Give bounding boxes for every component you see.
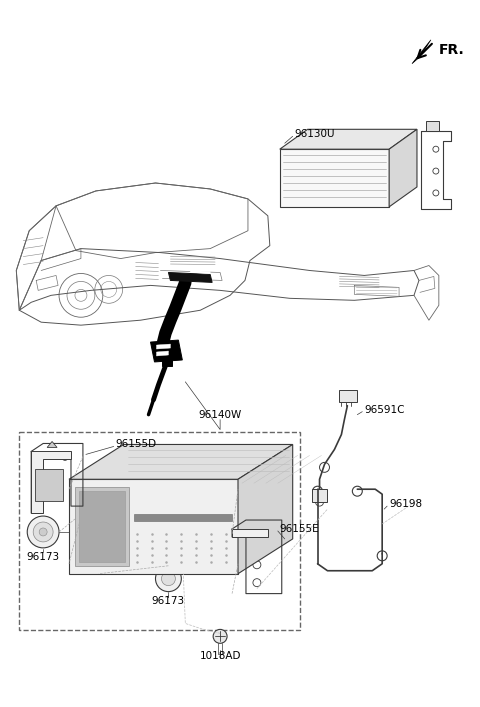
Circle shape bbox=[33, 522, 53, 542]
Text: 96155E: 96155E bbox=[280, 524, 319, 534]
Polygon shape bbox=[168, 272, 212, 282]
Text: 96173: 96173 bbox=[26, 552, 60, 562]
Text: 96173: 96173 bbox=[152, 595, 185, 606]
Text: 96140W: 96140W bbox=[199, 409, 242, 420]
Circle shape bbox=[27, 516, 59, 548]
Polygon shape bbox=[47, 441, 57, 448]
Polygon shape bbox=[156, 344, 170, 349]
Polygon shape bbox=[75, 487, 129, 566]
Polygon shape bbox=[232, 529, 268, 537]
Circle shape bbox=[129, 493, 144, 509]
Polygon shape bbox=[280, 129, 417, 149]
Circle shape bbox=[190, 531, 202, 543]
Polygon shape bbox=[69, 445, 293, 479]
Polygon shape bbox=[156, 351, 168, 356]
Polygon shape bbox=[312, 489, 327, 502]
Text: 96155D: 96155D bbox=[116, 440, 157, 450]
Polygon shape bbox=[35, 469, 63, 501]
Polygon shape bbox=[151, 340, 182, 362]
Text: 96591C: 96591C bbox=[364, 404, 405, 415]
Polygon shape bbox=[190, 271, 210, 274]
Polygon shape bbox=[426, 122, 439, 132]
Circle shape bbox=[92, 547, 106, 561]
Circle shape bbox=[210, 531, 222, 543]
Circle shape bbox=[200, 493, 216, 509]
Text: 96130U: 96130U bbox=[295, 129, 335, 139]
Polygon shape bbox=[412, 40, 431, 64]
Polygon shape bbox=[133, 514, 232, 521]
Circle shape bbox=[151, 531, 162, 543]
Circle shape bbox=[131, 531, 143, 543]
Text: 1018AD: 1018AD bbox=[199, 651, 241, 661]
Text: 96198: 96198 bbox=[389, 499, 422, 509]
Polygon shape bbox=[162, 360, 172, 366]
Circle shape bbox=[39, 528, 47, 536]
Polygon shape bbox=[389, 129, 417, 207]
Circle shape bbox=[96, 551, 102, 557]
Circle shape bbox=[176, 493, 192, 509]
Polygon shape bbox=[280, 149, 389, 207]
Polygon shape bbox=[69, 479, 238, 573]
Circle shape bbox=[213, 629, 227, 643]
Circle shape bbox=[156, 566, 181, 592]
Circle shape bbox=[161, 572, 175, 585]
Polygon shape bbox=[79, 491, 125, 562]
Polygon shape bbox=[339, 390, 357, 402]
Circle shape bbox=[153, 493, 168, 509]
Polygon shape bbox=[31, 452, 71, 513]
Circle shape bbox=[170, 531, 182, 543]
Text: FR.: FR. bbox=[439, 42, 465, 57]
Polygon shape bbox=[238, 445, 293, 573]
